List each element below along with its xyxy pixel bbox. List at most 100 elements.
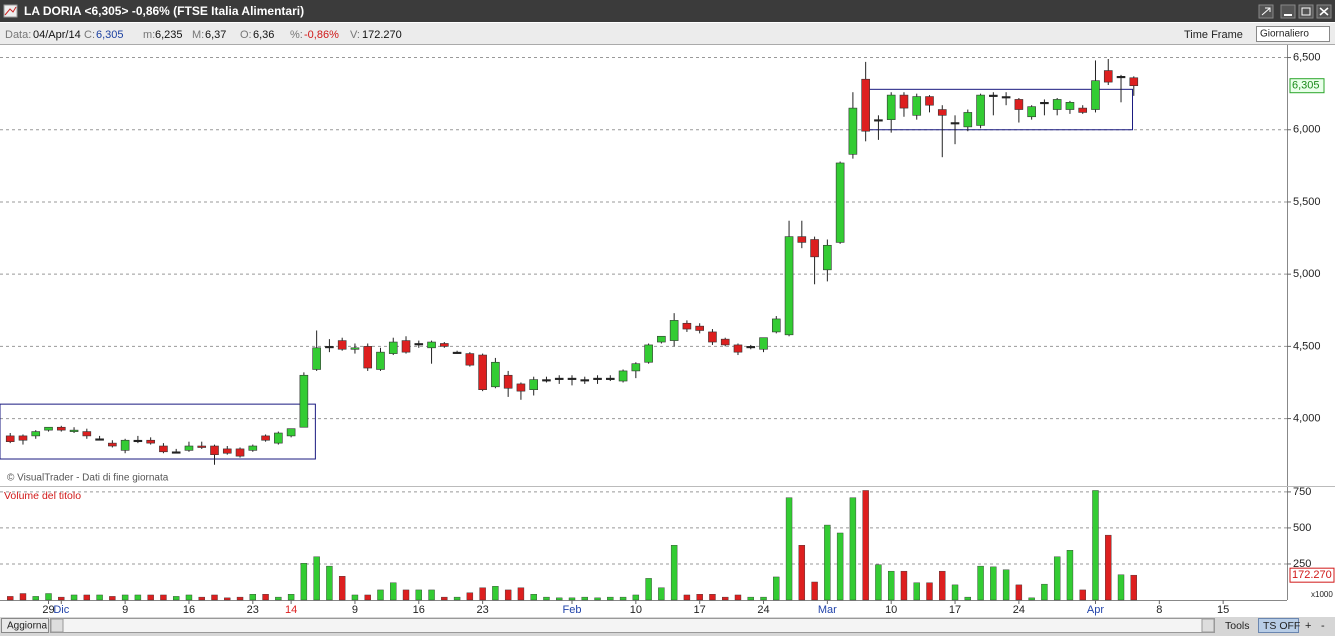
info-label: m:	[143, 29, 155, 41]
zoom-out[interactable]: -	[1321, 620, 1325, 632]
app-icon	[3, 4, 18, 18]
candle-body	[274, 432, 283, 444]
refresh-button[interactable]	[1, 618, 49, 633]
volume-bar	[722, 596, 729, 601]
scroll-left[interactable]	[50, 618, 64, 633]
candle-body	[606, 377, 615, 380]
volume-bar	[313, 556, 320, 601]
candle-body	[567, 377, 577, 380]
candle-body	[1091, 80, 1100, 110]
candle-body	[325, 346, 334, 349]
candle-body	[708, 331, 717, 343]
candle-body	[5, 435, 15, 442]
volume-bar	[134, 594, 142, 601]
y-tick-label: 750	[1293, 486, 1311, 498]
volume-bar	[951, 584, 959, 601]
volume-bar	[262, 594, 269, 601]
time-frame-select[interactable]	[1256, 26, 1330, 42]
candle-body	[159, 445, 168, 453]
candle-body	[261, 435, 270, 441]
candle-body	[210, 445, 219, 455]
volume-bar	[109, 596, 116, 601]
volume-bar	[45, 593, 52, 601]
candle-body	[1052, 99, 1062, 110]
info-value: 6,305	[96, 29, 124, 41]
candle-body	[861, 78, 870, 132]
info-value: -0,86%	[304, 29, 339, 41]
info-fields: Data: 04/Apr/14 C: 6,305 m: 6,235 M: 6,37 O: 6,36…	[5, 29, 402, 41]
candle-body	[286, 428, 296, 437]
tool-icon	[1261, 7, 1271, 16]
volume-bar	[530, 594, 537, 601]
candle-body	[925, 96, 934, 106]
volume-bar	[734, 594, 742, 601]
x-tick-label: 24	[757, 604, 769, 616]
info-value: 6,235	[155, 29, 183, 41]
volume-bar	[58, 596, 65, 601]
candle-body	[963, 112, 973, 128]
volume-bar	[913, 582, 920, 601]
x-tick-label: 9	[352, 604, 358, 616]
info-label: C:	[84, 29, 95, 41]
ts-button[interactable]	[1258, 618, 1299, 633]
candle-body	[491, 361, 500, 388]
volume-bar	[517, 587, 525, 601]
x-tick-label: 29	[42, 604, 54, 616]
volume-bar	[326, 565, 333, 601]
title-bar	[0, 0, 1335, 22]
volume-bar	[543, 596, 550, 601]
volume-bar	[670, 545, 678, 601]
x-tick-label: 10	[885, 604, 897, 616]
volume-bar	[1079, 589, 1086, 601]
scroll-right[interactable]	[1201, 618, 1215, 633]
candle-body	[31, 431, 41, 437]
maximize-button[interactable]	[1298, 4, 1314, 19]
tools-button[interactable]: Tools	[1225, 620, 1250, 632]
scrollbar[interactable]	[50, 618, 1215, 633]
volume-bar	[492, 586, 499, 601]
x-tick-label: 24	[1013, 604, 1025, 616]
candle-body	[401, 340, 411, 353]
volume-bar	[390, 582, 397, 601]
candle-body	[835, 162, 845, 243]
y-tick-label: 6,000	[1293, 124, 1321, 136]
candle-body	[848, 107, 858, 155]
candle-body	[746, 346, 756, 349]
volume-bar	[1041, 583, 1048, 601]
volume-bar	[849, 497, 857, 601]
candle-body	[312, 347, 321, 370]
candle-body	[171, 451, 181, 454]
volume-bar	[1028, 597, 1035, 601]
volume-bar	[964, 596, 972, 601]
x-tick-label: 8	[1156, 604, 1162, 616]
candle-body	[771, 318, 781, 333]
volume-bar	[607, 596, 614, 601]
volume-bar	[96, 594, 103, 601]
candle-body	[937, 109, 947, 116]
candle-body	[56, 426, 66, 431]
y-tick-label: 250	[1293, 558, 1311, 570]
x-tick-label: 17	[694, 604, 706, 616]
candle-body	[554, 377, 564, 380]
zoom-in[interactable]: +	[1305, 620, 1311, 632]
candle-body	[784, 236, 794, 336]
info-label: M:	[192, 29, 204, 41]
last-volume-box	[1289, 567, 1335, 583]
candle-body	[976, 94, 985, 126]
y-tick-label: 6,500	[1293, 51, 1321, 63]
candle-body	[350, 347, 360, 350]
candle-body	[950, 122, 960, 125]
candle-body	[1040, 102, 1049, 105]
volume-bar	[19, 593, 27, 601]
volume-bar	[32, 596, 39, 601]
minimize-button[interactable]	[1280, 4, 1296, 19]
info-value: 04/Apr/14	[33, 29, 81, 41]
plot: 6,500 6,000 5,500 5,000 4,500 4,000 6,305 © Vis…	[0, 51, 1335, 616]
y-tick-label: 5,500	[1293, 196, 1321, 208]
candle-body	[503, 374, 513, 389]
volume-bar	[70, 594, 78, 601]
candle-body	[440, 343, 449, 347]
y-tick-label: 4,500	[1293, 340, 1321, 352]
candle-body	[720, 338, 730, 346]
volume-bar	[658, 587, 665, 601]
